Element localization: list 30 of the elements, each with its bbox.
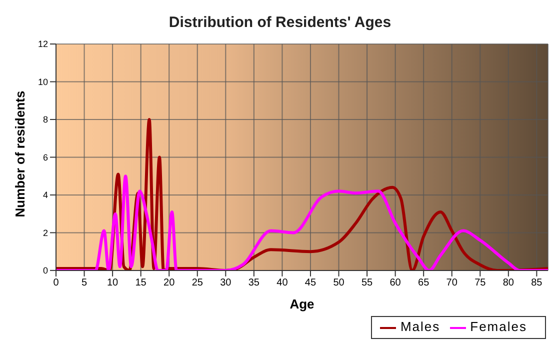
legend-label: Males	[400, 319, 440, 334]
y-tick-label: 8	[42, 114, 48, 125]
x-tick-label: 65	[418, 278, 430, 289]
x-tick-label: 80	[502, 278, 514, 289]
x-tick-label: 15	[135, 278, 147, 289]
x-tick-label: 10	[106, 278, 119, 289]
x-tick-label: 75	[474, 278, 486, 289]
y-tick-label: 2	[42, 228, 48, 238]
chart-title: Distribution of Residents' Ages	[168, 13, 392, 33]
y-tick-label: 6	[42, 152, 48, 162]
x-tick-label: 40	[276, 278, 288, 289]
y-tick-label: 12	[38, 39, 48, 50]
x-tick-label: 25	[192, 278, 204, 289]
x-tick-label: 55	[361, 278, 374, 289]
x-tick-label: 0	[53, 278, 60, 289]
x-tick-label: 85	[531, 278, 543, 289]
y-tick-label: 4	[42, 190, 48, 200]
x-tick-label: 70	[446, 278, 458, 289]
x-axis-title: Age	[290, 296, 314, 312]
y-tick-label: 10	[38, 76, 48, 87]
x-tick-label: 45	[304, 278, 316, 289]
x-tick-label: 30	[220, 278, 232, 289]
y-tick-label: 0	[42, 266, 48, 276]
x-tick-label: 60	[390, 278, 402, 289]
x-tick-label: 5	[81, 278, 88, 289]
legend-label: Females	[470, 319, 527, 334]
x-tick-label: 20	[164, 278, 176, 289]
y-axis-title: Number of residents	[12, 90, 28, 218]
x-tick-label: 50	[333, 278, 345, 289]
x-tick-label: 35	[248, 278, 260, 289]
